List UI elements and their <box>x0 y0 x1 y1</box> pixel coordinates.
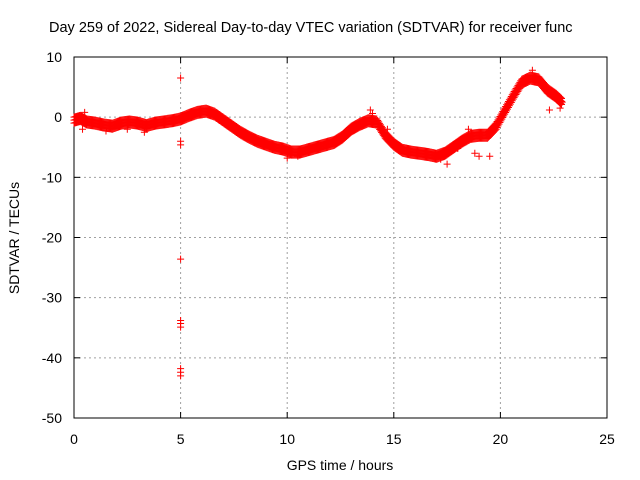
x-tick-label: 20 <box>493 431 509 447</box>
data-point <box>366 106 374 114</box>
data-point <box>177 372 185 380</box>
x-tick-label: 25 <box>599 431 615 447</box>
data-point <box>486 152 494 160</box>
x-tick-label: 10 <box>279 431 295 447</box>
x-tick-label: 0 <box>70 431 78 447</box>
data-points <box>70 66 566 380</box>
data-point <box>528 66 536 74</box>
y-tick-label: -50 <box>42 410 62 426</box>
data-point <box>558 98 566 106</box>
x-tick-label: 15 <box>386 431 402 447</box>
y-tick-label: 0 <box>54 109 62 125</box>
data-point <box>464 125 472 133</box>
y-tick-label: -20 <box>42 230 62 246</box>
data-point <box>294 152 302 160</box>
data-point <box>557 94 565 102</box>
data-point <box>443 160 451 168</box>
chart-title: Day 259 of 2022, Sidereal Day-to-day VTE… <box>49 20 573 36</box>
data-point <box>79 125 87 133</box>
data-point <box>556 93 564 101</box>
data-point <box>283 154 291 162</box>
data-point <box>140 128 148 136</box>
data-point <box>368 110 376 118</box>
data-point <box>177 74 185 82</box>
data-point <box>177 323 185 331</box>
data-point <box>383 125 391 133</box>
data-point <box>177 141 185 149</box>
x-tick-label: 5 <box>177 431 185 447</box>
y-tick-label: -30 <box>42 290 62 306</box>
y-axis-label: SDTVAR / TECUs <box>6 182 22 294</box>
data-point <box>102 127 110 135</box>
data-point <box>177 255 185 263</box>
data-point <box>475 152 483 160</box>
x-axis-ticks: 0 5 10 15 20 25 <box>70 57 615 447</box>
grid-lines <box>74 57 607 418</box>
data-point <box>471 149 479 157</box>
data-point <box>123 125 131 133</box>
data-point <box>437 155 445 163</box>
x-axis-label: GPS time / hours <box>287 457 394 473</box>
y-tick-label: -40 <box>42 350 62 366</box>
data-point <box>454 144 462 152</box>
data-point <box>545 106 553 114</box>
y-tick-label: 10 <box>46 49 62 65</box>
data-point <box>558 94 566 102</box>
y-tick-label: -10 <box>42 169 62 185</box>
data-point <box>556 104 564 112</box>
data-point <box>81 108 89 116</box>
